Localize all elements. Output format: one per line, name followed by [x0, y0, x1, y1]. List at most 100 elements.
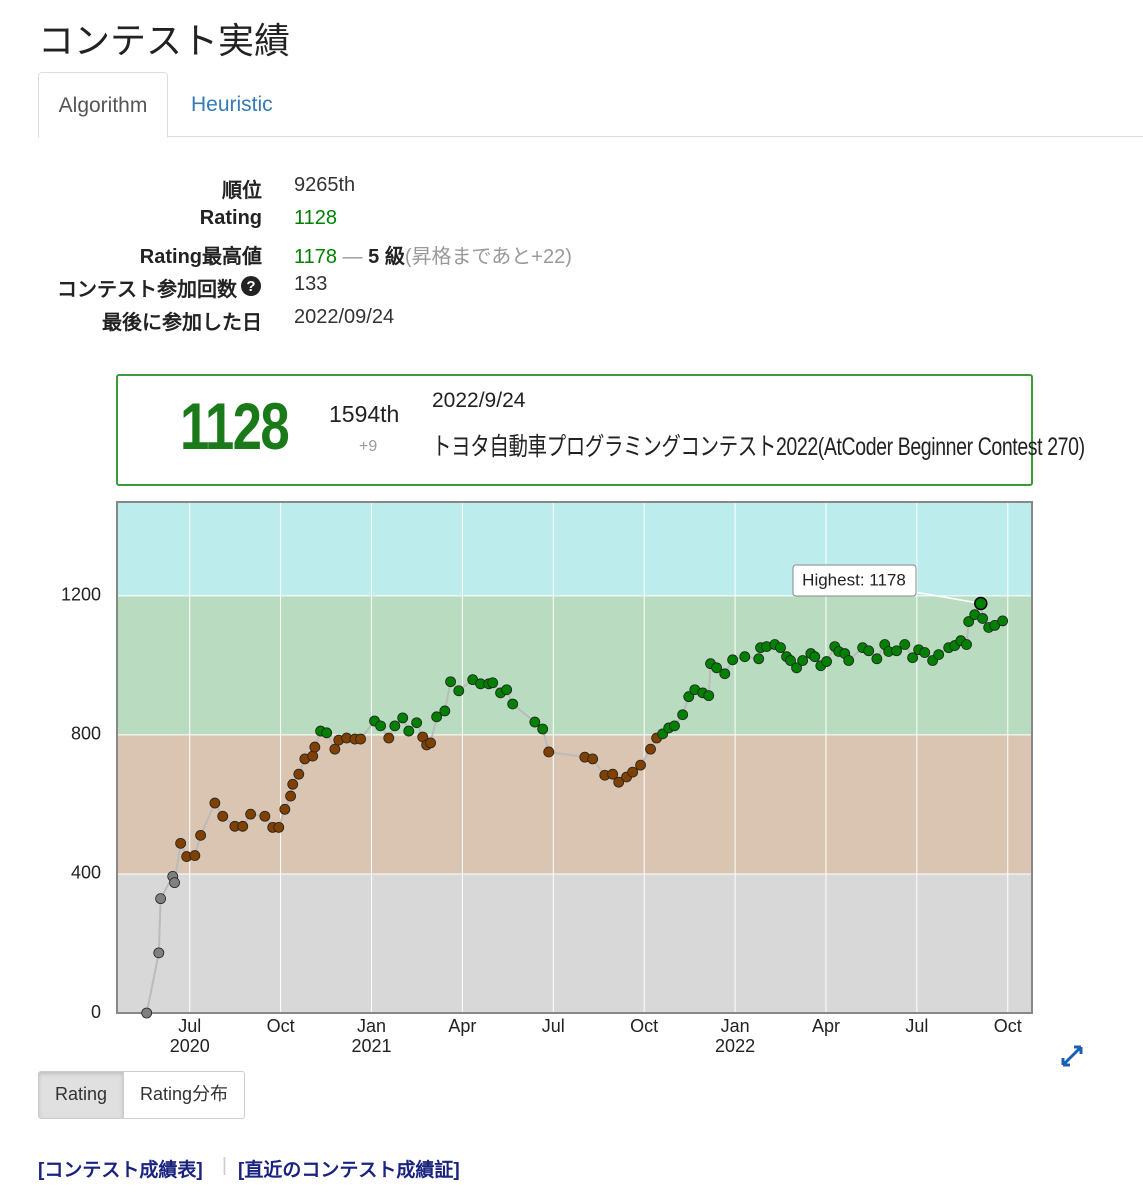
grade: 5 級: [368, 246, 405, 268]
rating-point: [307, 750, 319, 762]
stat-value: 1178: [294, 246, 338, 268]
link-certificate[interactable]: [直近のコンテスト成績証]: [238, 1160, 460, 1181]
rating-point: [397, 712, 409, 724]
rating-point: [425, 737, 436, 749]
x-tick-label: Jan: [721, 1016, 750, 1036]
rating-point: [871, 653, 883, 665]
card-date: 2022/9/24: [432, 389, 526, 412]
card-rank: 1594th: [329, 401, 400, 427]
rating-point: [355, 733, 366, 745]
rating-point: [375, 720, 386, 732]
stat-label: 最後に参加した日: [102, 312, 262, 334]
rating-point: [501, 684, 513, 696]
rating-point: [237, 820, 249, 832]
rating-point: [607, 768, 619, 780]
x-tick-label: Jul: [542, 1016, 565, 1036]
rating-point: [411, 717, 423, 729]
link-results[interactable]: [コンテスト成績表]: [38, 1160, 203, 1181]
rating-point: [797, 655, 809, 666]
rating-point: [175, 837, 187, 849]
rating-point: [997, 615, 1009, 627]
x-tick-label: Apr: [448, 1016, 476, 1036]
rating-point: [209, 797, 221, 809]
rating-point: [141, 1007, 153, 1019]
x-tick-year: 2022: [715, 1036, 755, 1056]
rating-point: [189, 850, 201, 861]
rating-point: [383, 732, 395, 744]
rating-point: [309, 741, 321, 753]
stat-label: Rating最高値: [139, 246, 262, 268]
x-tick-label: Apr: [812, 1016, 840, 1036]
stat-label: コンテスト参加回数: [57, 279, 237, 301]
rating-point: [507, 698, 519, 710]
rating-point: [821, 656, 832, 667]
annotation-box: [792, 564, 917, 597]
rating-point: [974, 596, 988, 611]
rating-point: [195, 829, 207, 841]
rating-point: [753, 653, 765, 665]
rating-point: [259, 810, 271, 822]
tab-border: [168, 136, 1143, 137]
rating-point: [785, 655, 796, 666]
rating-point: [245, 808, 257, 820]
rating-point: [863, 645, 875, 657]
stat-label: Rating: [199, 207, 262, 229]
rating-point: [287, 778, 299, 790]
rating-point: [933, 649, 945, 661]
rating-point: [169, 877, 180, 889]
rating-point: [669, 720, 680, 732]
x-tick-label: Oct: [630, 1016, 658, 1036]
x-tick-label: Jan: [357, 1016, 386, 1036]
rating-point: [537, 723, 549, 735]
rating-point: [775, 642, 786, 654]
button-rating[interactable]: Rating: [39, 1072, 125, 1118]
rating-point: [843, 655, 855, 666]
card-diff: +9: [359, 438, 378, 455]
help-icon[interactable]: ?: [240, 275, 262, 297]
card-rating: 1128: [180, 389, 290, 463]
rating-point: [431, 711, 443, 723]
y-tick-label: 1200: [61, 585, 101, 605]
y-tick-label: 800: [71, 724, 101, 744]
stat-value: 2022/09/24: [294, 306, 395, 328]
rating-point: [329, 743, 341, 755]
page-title: コンテスト実績: [38, 20, 291, 61]
expand-icon[interactable]: [1060, 1044, 1084, 1068]
link-separator: |: [222, 1155, 227, 1176]
x-tick-year: 2021: [351, 1036, 391, 1056]
rating-band: [117, 873, 1032, 1013]
rating-point: [963, 616, 975, 627]
separator: —: [342, 246, 363, 268]
note: (昇格まであと+22): [404, 246, 572, 268]
stat-value: 1128: [294, 207, 338, 229]
stat-value: 9265th: [294, 174, 356, 196]
rating-point: [543, 746, 555, 758]
tab-heuristic[interactable]: Heuristic: [191, 93, 273, 116]
rating-point: [403, 725, 415, 737]
rating-point: [321, 727, 333, 739]
svg-text:?: ?: [246, 278, 255, 295]
x-tick-label: Oct: [994, 1016, 1022, 1036]
x-tick-label: Oct: [267, 1016, 295, 1036]
y-tick-label: 400: [71, 863, 101, 883]
rating-point: [389, 720, 401, 732]
stat-label: 順位: [222, 180, 262, 202]
rating-point: [719, 668, 731, 680]
rating-point: [613, 776, 625, 788]
rating-point: [279, 803, 291, 815]
button-distribution[interactable]: Rating分布: [140, 1084, 229, 1104]
rating-point: [445, 676, 456, 688]
rating-point: [809, 651, 821, 663]
annotation: Highest: 1178: [802, 570, 906, 589]
rating-point: [635, 759, 646, 771]
rating-point: [273, 821, 285, 833]
rating-point: [977, 613, 989, 624]
rating-band: [117, 595, 1032, 735]
rating-point: [703, 690, 715, 702]
x-tick-label: Jul: [178, 1016, 201, 1036]
annotation-leader: [914, 591, 981, 605]
stat-value-row: 1178 — 5 級(昇格まであと+22): [294, 240, 572, 269]
tab-algorithm[interactable]: Algorithm: [38, 72, 168, 138]
